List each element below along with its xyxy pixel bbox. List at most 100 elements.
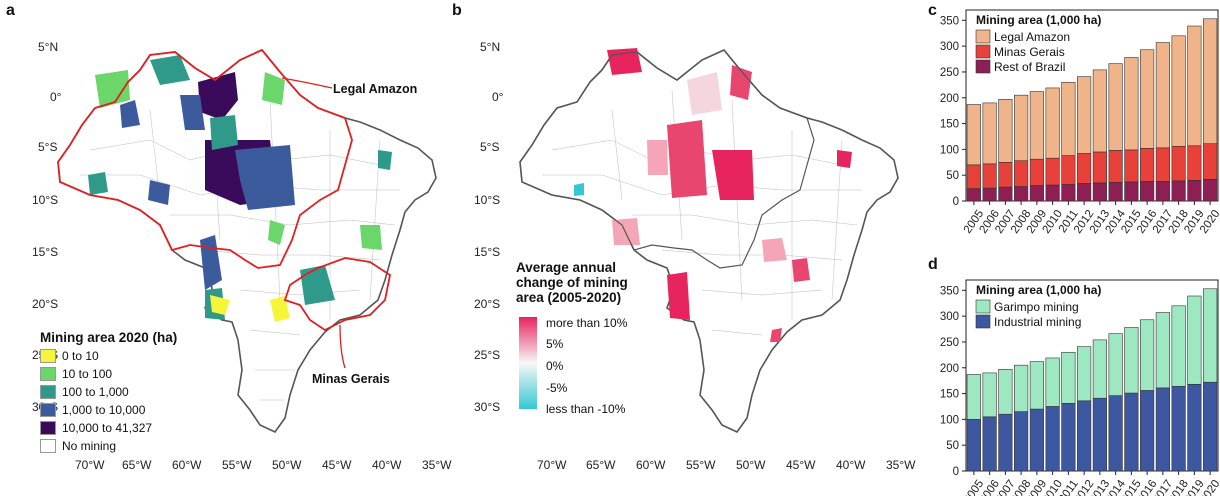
bar-segment: [1140, 49, 1155, 149]
lon-label: 70°W: [75, 458, 105, 472]
bar-segment: [966, 374, 981, 420]
y-tick-label: 200: [940, 363, 959, 375]
bar-segment: [1187, 25, 1202, 147]
bar-segment: [1045, 87, 1060, 159]
bar-segment: [1061, 351, 1076, 404]
bar-segment: [1203, 179, 1218, 202]
bar-segment: [966, 188, 981, 202]
bar-segment: [1124, 181, 1139, 202]
map-b: [519, 48, 899, 434]
legal-amazon-label: Legal Amazon: [333, 82, 418, 96]
colorbar-tick: 0%: [546, 359, 564, 373]
lon-label: 45°W: [786, 458, 816, 472]
bar-segment: [1029, 91, 1044, 160]
legend-b-title-line: change of mining: [516, 275, 628, 290]
bar-segment: [998, 186, 1013, 202]
legend-title: Mining area (1,000 ha): [976, 13, 1101, 27]
y-tick-label: 100: [940, 414, 959, 426]
legend-swatch: [975, 44, 991, 59]
lat-label: 5°N: [480, 40, 501, 54]
minas-gerais-leader: [339, 324, 346, 369]
bar-segment: [1108, 395, 1123, 472]
bar-segment: [1045, 406, 1060, 472]
legend-a-item: 10 to 100: [40, 367, 112, 381]
bar-segment: [966, 419, 981, 472]
change-colorbar: [519, 317, 537, 409]
colorbar-tick: -5%: [546, 381, 568, 395]
bar-segment: [998, 369, 1013, 415]
legend-swatch: [40, 349, 56, 363]
bar-segment: [1140, 319, 1155, 391]
lon-label: 60°W: [636, 458, 666, 472]
legend-swatch: [40, 367, 56, 381]
legend-swatch: [975, 29, 991, 44]
bar-segment: [1171, 386, 1186, 472]
legend-label: Rest of Brazil: [994, 60, 1065, 74]
lat-label: 30°S: [474, 400, 501, 414]
y-tick-label: 300: [940, 311, 959, 323]
legend-b-title-line: Average annual: [516, 260, 617, 275]
y-tick-label: 300: [940, 41, 959, 53]
bar-segment: [1203, 143, 1218, 180]
bar-segment: [966, 164, 981, 189]
bar-segment: [1187, 383, 1202, 472]
legend-label: No mining: [62, 439, 117, 453]
bar-segment: [998, 99, 1013, 163]
lon-label: 40°W: [372, 458, 402, 472]
lat-label: 15°S: [32, 245, 59, 259]
bar-segment: [1155, 42, 1170, 149]
legal-amazon-leader: [281, 77, 333, 89]
bar-segment: [1187, 295, 1202, 385]
lon-label: 55°W: [686, 458, 716, 472]
bar-segment: [1124, 327, 1139, 394]
bar-segment: [1171, 35, 1186, 147]
bar-segment: [1029, 158, 1044, 186]
bar-segment: [1045, 357, 1060, 407]
lon-label: 50°W: [736, 458, 766, 472]
plot-frame: [965, 9, 1219, 202]
bar-segment: [1092, 339, 1107, 399]
legend-a-item: 10,000 to 41,327: [40, 421, 152, 435]
bar-segment: [1077, 76, 1092, 154]
bar-segment: [1108, 333, 1123, 396]
lat-label: 25°S: [474, 348, 501, 362]
y-tick-label: 50: [946, 170, 959, 182]
bar-chart-c: 0501001502002503003502005200620072008200…: [940, 9, 1220, 236]
lat-label: 5°S: [480, 140, 500, 154]
bar-segment: [998, 161, 1013, 188]
legend-swatch: [975, 59, 991, 74]
y-tick-label: 0: [953, 196, 959, 208]
bar-segment: [1108, 150, 1123, 183]
minas-gerais-label: Minas Gerais: [312, 372, 390, 386]
bar-segment: [982, 372, 997, 418]
municipality-grid-a: [80, 89, 400, 401]
lon-label: 35°W: [886, 458, 916, 472]
legend-label: Garimpo mining: [994, 300, 1079, 314]
mining-patches-a: [88, 55, 392, 322]
bar-segment: [1061, 403, 1076, 472]
bar-segment: [982, 102, 997, 165]
bar-segment: [1029, 185, 1044, 202]
panel-a-letter: a: [6, 2, 15, 19]
legend-a-title: Mining area 2020 (ha): [40, 330, 178, 345]
legend-label: Minas Gerais: [994, 45, 1065, 59]
bar-segment: [1014, 160, 1029, 187]
bar-segment: [1045, 157, 1060, 186]
bar-chart-d: 0501001502002503003502005200620072008200…: [940, 279, 1220, 496]
panel-d-letter: d: [928, 256, 938, 273]
panel-b-letter: b: [452, 2, 462, 19]
bar-segment: [1124, 57, 1139, 151]
bar-segment: [1077, 346, 1092, 402]
bar-segment: [1124, 392, 1139, 472]
bar-segment: [1140, 390, 1155, 472]
y-tick-label: 150: [940, 119, 959, 131]
legend-a-item: 1,000 to 10,000: [40, 403, 145, 417]
lon-label: 45°W: [322, 458, 352, 472]
bar-segment: [1203, 381, 1218, 472]
lat-label: 20°S: [32, 297, 59, 311]
lat-label: 0°: [492, 90, 504, 104]
legend-label: Industrial mining: [994, 315, 1081, 329]
bar-segment: [1077, 153, 1092, 184]
bar-segment: [1092, 397, 1107, 472]
bar-segment: [1108, 63, 1123, 151]
